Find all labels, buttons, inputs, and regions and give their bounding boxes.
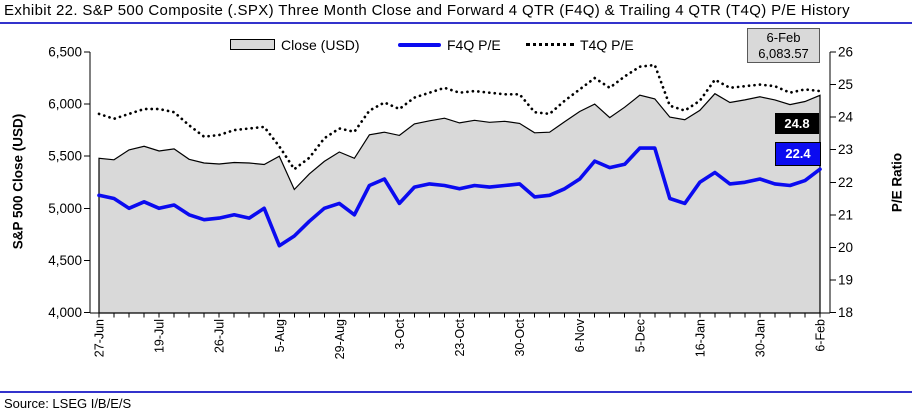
right-axis-title: P/E Ratio bbox=[889, 152, 905, 213]
left-axis-tick-label: 6,000 bbox=[48, 97, 82, 112]
t4q-pe-dotted-series bbox=[97, 63, 822, 172]
x-axis-date-label: 5-Dec bbox=[633, 319, 647, 352]
x-axis-date-label: 3-Oct bbox=[393, 318, 407, 349]
t4q-value-label: 24.8 bbox=[775, 113, 819, 134]
x-axis-date-label: 6-Feb bbox=[814, 319, 828, 352]
f4q-value-label: 22.4 bbox=[775, 142, 821, 166]
x-axis-date-label: 23-Oct bbox=[453, 318, 467, 356]
legend-item-t4q: T4Q P/E bbox=[526, 36, 634, 53]
close-area-swatch bbox=[230, 39, 275, 50]
x-axis-date-label: 6-Nov bbox=[573, 318, 587, 352]
exhibit-title: Exhibit 22. S&P 500 Composite (.SPX) Thr… bbox=[4, 2, 850, 19]
last-close-value: 6,083.57 bbox=[758, 46, 809, 61]
title-divider-rule bbox=[0, 22, 912, 24]
right-axis-tick-label: 23 bbox=[838, 142, 853, 157]
legend-item-close: Close (USD) bbox=[230, 36, 360, 53]
last-close-date: 6-Feb bbox=[766, 30, 801, 45]
x-axis-date-label: 5-Aug bbox=[273, 319, 287, 352]
right-axis-tick-label: 24 bbox=[838, 110, 854, 125]
x-axis-date-label: 29-Aug bbox=[333, 319, 347, 359]
x-axis-date-label: 19-Jul bbox=[153, 319, 167, 353]
x-axis-date-label: 30-Oct bbox=[513, 318, 527, 356]
x-axis-date-label: 26-Jul bbox=[213, 319, 227, 353]
legend-item-f4q: F4Q P/E bbox=[398, 36, 501, 53]
t4q-dotted-swatch bbox=[526, 43, 574, 46]
left-axis-tick-label: 4,000 bbox=[48, 305, 82, 320]
last-close-callout: 6-Feb 6,083.57 bbox=[747, 28, 820, 63]
right-axis-tick-label: 25 bbox=[838, 77, 853, 92]
right-axis-tick-label: 26 bbox=[838, 45, 853, 60]
x-axis-date-label: 30-Jan bbox=[753, 319, 767, 357]
x-axis-date-label: 16-Jan bbox=[693, 319, 707, 357]
right-axis-tick-label: 19 bbox=[838, 272, 853, 287]
f4q-pe-line-series bbox=[97, 146, 822, 248]
left-axis-title: S&P 500 Close (USD) bbox=[10, 113, 26, 250]
right-axis-tick-label: 21 bbox=[838, 207, 853, 222]
close-area-series bbox=[98, 92, 821, 314]
legend-label-t4q: T4Q P/E bbox=[580, 36, 634, 53]
right-axis-tick-label: 18 bbox=[838, 305, 853, 320]
legend-label-close: Close (USD) bbox=[281, 36, 360, 53]
left-axis-tick-label: 6,500 bbox=[48, 45, 82, 60]
left-axis-tick-label: 5,500 bbox=[48, 149, 82, 164]
left-axis-tick-label: 4,500 bbox=[48, 253, 82, 268]
right-axis-tick-label: 20 bbox=[838, 240, 853, 255]
x-axis-date-label: 27-Jun bbox=[93, 319, 107, 357]
right-axis-tick-label: 22 bbox=[838, 175, 853, 190]
f4q-line-swatch bbox=[398, 42, 441, 47]
source-note: Source: LSEG I/B/E/S bbox=[4, 396, 132, 411]
left-axis-tick-label: 5,000 bbox=[48, 201, 82, 216]
footer-divider-rule bbox=[0, 391, 912, 393]
legend-label-f4q: F4Q P/E bbox=[447, 36, 501, 53]
